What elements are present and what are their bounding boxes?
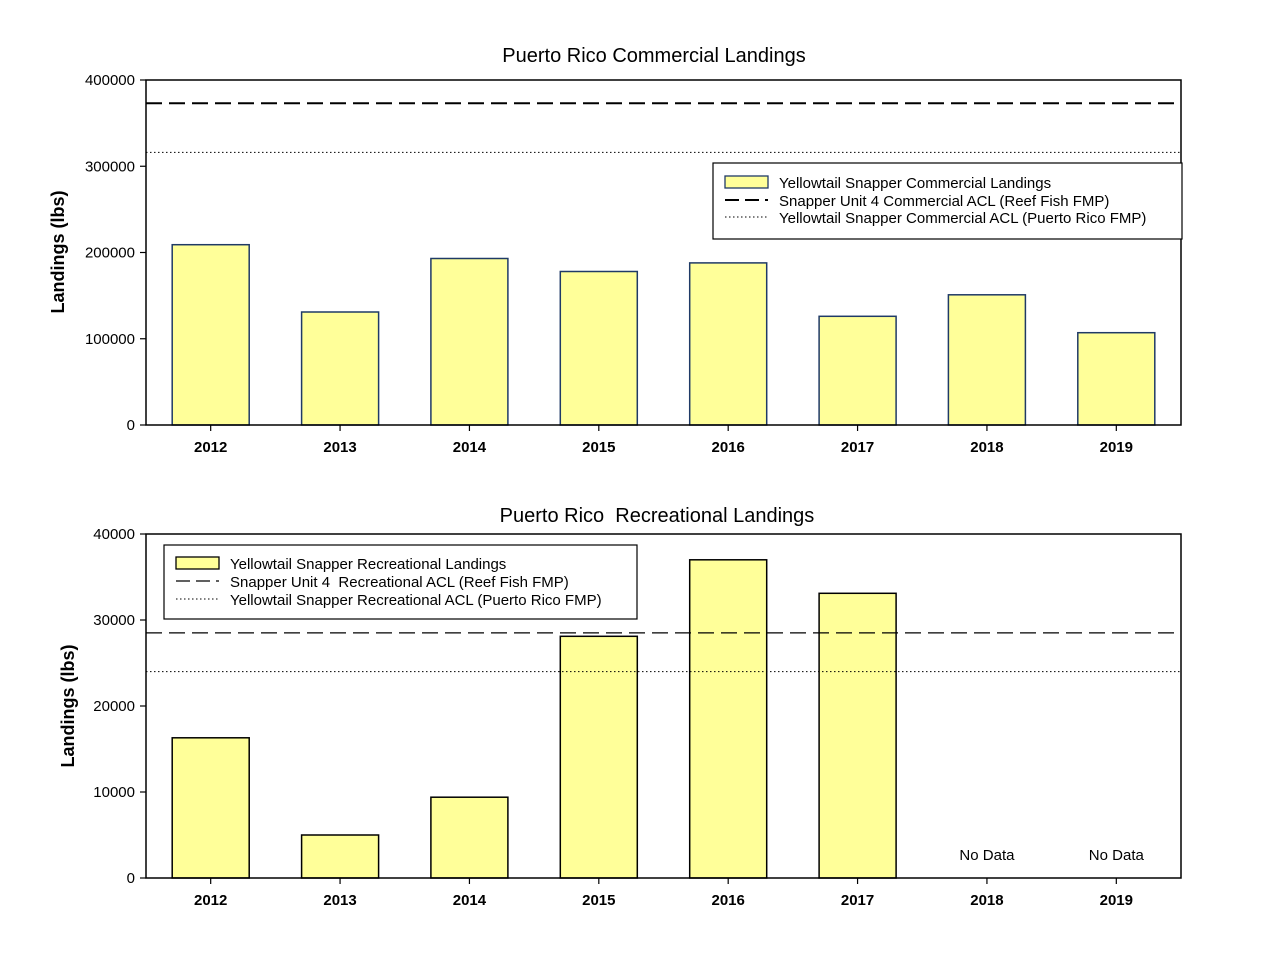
- commercial-chart: Puerto Rico Commercial Landings Landings…: [48, 45, 1183, 456]
- recreational-x-tick-label: 2017: [841, 892, 874, 909]
- recreational-reference-lines: [146, 632, 1181, 673]
- commercial-x-tick-label: 2016: [712, 439, 745, 456]
- recreational-legend-dashed-label: Snapper Unit 4 Recreational ACL (Reef Fi…: [230, 574, 569, 591]
- recreational-y-axis-label: Landings (lbs): [58, 645, 78, 768]
- commercial-y-tick-label: 300000: [85, 158, 135, 175]
- commercial-bar-2012: [171, 243, 250, 426]
- commercial-legend-bar-swatch: [724, 175, 769, 189]
- commercial-legend-dotted-label: Yellowtail Snapper Commercial ACL (Puert…: [779, 210, 1146, 227]
- recreational-no-data-label: No Data: [959, 847, 1015, 864]
- commercial-reference-lines: [146, 102, 1181, 153]
- commercial-bar-2015: [559, 270, 639, 426]
- commercial-chart-title: Puerto Rico Commercial Landings: [502, 45, 805, 67]
- recreational-bars: [171, 559, 897, 879]
- recreational-y-tick-label: 30000: [93, 612, 135, 629]
- recreational-x-tick-label: 2019: [1100, 892, 1133, 909]
- recreational-x-tick-label: 2015: [582, 892, 615, 909]
- commercial-x-tick-label: 2014: [453, 439, 487, 456]
- recreational-y-tick-label: 10000: [93, 784, 135, 801]
- recreational-legend-bar-swatch: [175, 556, 220, 570]
- commercial-x-tick-label: 2018: [970, 439, 1003, 456]
- commercial-bar-2017: [818, 315, 897, 426]
- recreational-bar-2013: [300, 834, 380, 879]
- recreational-bar-2014: [430, 796, 509, 879]
- commercial-x-tick-label: 2017: [841, 439, 874, 456]
- commercial-bar-2016: [688, 262, 768, 426]
- recreational-x-tick-label: 2014: [453, 892, 487, 909]
- recreational-legend: Yellowtail Snapper Recreational Landings…: [163, 544, 638, 620]
- recreational-x-tick-label: 2012: [194, 892, 227, 909]
- commercial-legend-dashed-label: Snapper Unit 4 Commercial ACL (Reef Fish…: [779, 193, 1109, 210]
- recreational-y-tick-label: 20000: [93, 698, 135, 715]
- commercial-y-tick-label: 100000: [85, 331, 135, 348]
- commercial-y-axis-label: Landings (lbs): [48, 191, 68, 314]
- commercial-bar-2013: [300, 311, 380, 426]
- recreational-y-tick-label: 40000: [93, 526, 135, 543]
- commercial-x-tick-label: 2019: [1100, 439, 1133, 456]
- commercial-bar-2014: [430, 257, 509, 426]
- commercial-x-tick-label: 2015: [582, 439, 615, 456]
- recreational-x-ticks: 2012 2013 2014 2015 2016 2017 2018 2019: [194, 878, 1133, 909]
- recreational-annotations: No Data No Data: [959, 847, 1144, 864]
- recreational-y-tick-label: 0: [127, 870, 135, 887]
- recreational-x-tick-label: 2018: [970, 892, 1003, 909]
- recreational-y-ticks: 0 10000 20000 30000 40000: [93, 526, 146, 887]
- commercial-y-ticks: 0 100000 200000 300000 400000: [85, 72, 146, 434]
- commercial-x-ticks: 2012 2013 2014 2015 2016 2017 2018 2019: [194, 425, 1133, 456]
- recreational-chart: Puerto Rico Recreational Landings Landin…: [58, 505, 1182, 909]
- recreational-bar-2015: [559, 635, 639, 879]
- recreational-x-tick-label: 2016: [712, 892, 745, 909]
- commercial-y-tick-label: 400000: [85, 72, 135, 89]
- recreational-no-data-label: No Data: [1089, 847, 1145, 864]
- commercial-y-tick-label: 200000: [85, 245, 135, 262]
- recreational-legend-box: [163, 544, 638, 620]
- commercial-legend: Yellowtail Snapper Commercial Landings S…: [712, 162, 1183, 240]
- recreational-bar-2016: [688, 559, 768, 879]
- commercial-bar-2019: [1077, 331, 1156, 426]
- commercial-bars: [171, 243, 1156, 426]
- recreational-legend-dotted-label: Yellowtail Snapper Recreational ACL (Pue…: [230, 592, 602, 609]
- commercial-legend-box: [712, 162, 1183, 240]
- recreational-x-tick-label: 2013: [323, 892, 356, 909]
- commercial-x-tick-label: 2012: [194, 439, 227, 456]
- recreational-legend-bar-label: Yellowtail Snapper Recreational Landings: [230, 556, 506, 573]
- recreational-chart-title: Puerto Rico Recreational Landings: [500, 505, 815, 527]
- recreational-bar-2017: [818, 592, 897, 879]
- commercial-y-tick-label: 0: [127, 417, 135, 434]
- commercial-x-tick-label: 2013: [323, 439, 356, 456]
- recreational-bar-2012: [171, 737, 250, 879]
- commercial-legend-bar-label: Yellowtail Snapper Commercial Landings: [779, 175, 1051, 192]
- commercial-bar-2018: [947, 294, 1027, 426]
